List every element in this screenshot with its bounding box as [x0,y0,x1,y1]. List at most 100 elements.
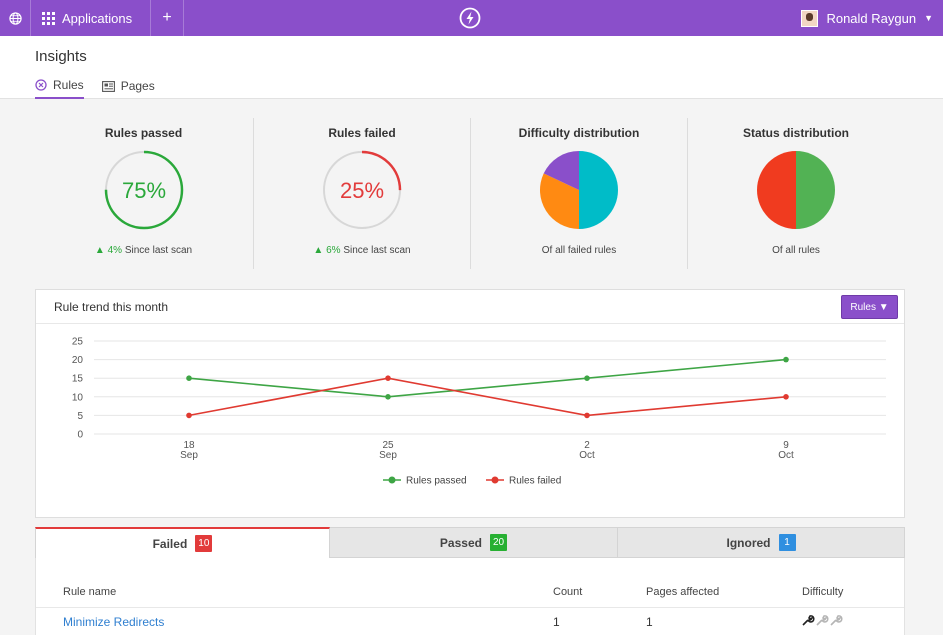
rules-passed-delta: ▲ 4% Since last scan [94,245,193,256]
data-point[interactable] [186,375,192,381]
y-tick-label: 20 [72,355,84,366]
difficulty-distribution-title: Difficulty distribution [518,126,640,140]
x-tick-day: 18 [183,440,195,451]
rules-filter-button[interactable]: Rules ▼ [841,295,898,319]
apps-grid-icon [42,11,55,25]
x-tick-month: Sep [180,450,198,461]
pages-icon [101,80,115,92]
rules-failed-title: Rules failed [328,126,396,140]
insights-tabs: Rules Pages [35,75,173,99]
tab-pages[interactable]: Pages [101,75,155,99]
x-tick-day: 9 [783,440,789,451]
tab-passed-label: Passed [439,535,482,550]
data-point[interactable] [783,394,789,400]
tab-failed-label: Failed [152,536,188,551]
data-point[interactable] [385,375,391,381]
rules-table: Rule name Count Pages affected Difficult… [35,558,905,635]
tab-rules-label: Rules [53,78,84,92]
rules-failed-stat: Rules failed 25% ▲ 6% Since last scan [253,118,470,269]
x-tick-month: Oct [579,450,595,461]
data-point[interactable] [783,356,789,363]
data-point[interactable] [584,412,590,419]
x-tick-day: 2 [584,440,590,451]
rules-failed-sub: Since last scan [340,245,411,256]
ignored-count-badge: 1 [778,534,796,551]
legend-label: Rules failed [509,476,561,487]
legend-label: Rules passed [406,476,467,487]
difficulty-pie-slice-0 [579,151,618,229]
series-line-1 [188,377,787,417]
rules-failed-gauge: 25% [322,150,402,230]
rule-trend-title: Rule trend this month [54,300,169,314]
raygun-logo-icon[interactable] [459,7,481,29]
applications-label: Applications [62,10,133,26]
status-distribution-sub: Of all rules [772,245,820,256]
rules-passed-sub: Since last scan [122,245,193,256]
difficulty-wrenches [801,613,843,630]
status-pie-chart [757,151,835,229]
rule-count: 1 [553,615,560,629]
col-pages-affected[interactable]: Pages affected [646,586,720,598]
rule-pages-affected: 1 [646,615,653,629]
user-name: Ronald Raygun [826,10,917,26]
x-tick-month: Oct [778,450,794,461]
y-tick-label: 15 [72,374,84,385]
failed-count-badge: 10 [195,535,213,552]
y-tick-label: 5 [77,411,83,422]
series-line-0 [188,358,787,398]
plus-icon: + [162,9,172,26]
tab-ignored[interactable]: Ignored 1 [618,527,905,558]
status-distribution-stat: Status distribution Of all rules [687,118,904,269]
rules-failed-delta-value: 6% [326,245,341,256]
tab-ignored-label: Ignored [726,535,771,550]
rule-trend-panel: Rule trend this month Rules ▼ 25 20 15 10 5 0… [35,289,905,518]
y-tick-label: 10 [72,392,84,403]
legend-item-1[interactable]: Rules failed [486,476,561,487]
difficulty-pie-slice-1 [540,173,579,229]
status-pie-slice-0 [796,151,835,229]
rules-passed-value: 75% [121,178,165,203]
data-point[interactable] [385,394,391,400]
difficulty-pie-slice-2 [543,151,579,190]
rules-failed-value: 25% [340,178,384,203]
data-point[interactable] [584,375,590,381]
rule-name-link[interactable]: Minimize Redirects [63,615,165,629]
status-pie-slice-1 [757,151,796,229]
difficulty-distribution-stat: Difficulty distribution Of all failed ru… [470,118,687,269]
col-count[interactable]: Count [553,586,583,598]
rules-passed-stat: Rules passed 75% ▲ 4% Since last scan [35,118,252,269]
tab-pages-label: Pages [120,79,155,93]
difficulty-pie-chart [540,151,618,229]
user-menu[interactable]: Ronald Raygun ▼ [801,0,933,36]
table-row[interactable]: Minimize Redirects 1 1 [36,615,904,635]
difficulty-distribution-sub: Of all failed rules [541,245,617,256]
legend-item-0[interactable]: Rules passed [383,476,467,487]
col-rule-name[interactable]: Rule name [63,586,117,598]
x-tick-month: Sep [379,450,397,461]
globe-icon [8,11,22,25]
page-title: Insights [35,48,87,65]
top-bar: Applications + Ronald Raygun ▼ [0,0,943,36]
passed-count-badge: 20 [489,534,508,551]
x-tick-day: 25 [382,440,394,451]
rules-passed-title: Rules passed [104,126,183,140]
status-distribution-title: Status distribution [743,126,849,140]
page-header: Insights Rules Pages [0,36,943,99]
tab-passed[interactable]: Passed 20 [330,527,618,558]
tab-failed[interactable]: Failed 10 [35,527,330,558]
rules-failed-delta: ▲ 6% Since last scan [313,245,411,256]
globe-button[interactable] [0,0,31,36]
data-point[interactable] [186,412,192,419]
table-header: Rule name Count Pages affected Difficult… [36,586,904,608]
y-tick-label: 25 [72,337,84,348]
rule-trend-header: Rule trend this month Rules ▼ [36,290,904,324]
tab-rules[interactable]: Rules [35,75,84,99]
add-button[interactable]: + [151,0,184,36]
wrench-icon [802,615,815,626]
avatar [801,9,819,27]
applications-menu[interactable]: Applications [31,0,151,36]
caret-down-icon: ▼ [924,13,933,23]
rule-status-tabs: Failed 10 Passed 20 Ignored 1 [35,527,905,558]
col-difficulty[interactable]: Difficulty [802,586,844,598]
wrench-icon [830,615,843,626]
